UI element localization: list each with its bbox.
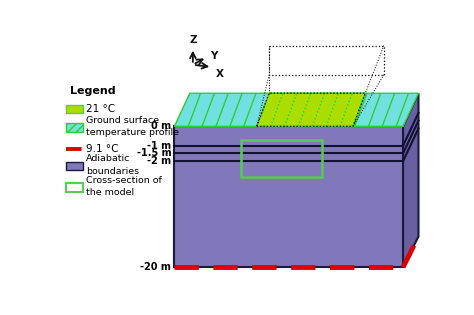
Text: -20 m: -20 m [140,262,171,272]
Text: 0 m: 0 m [151,121,171,131]
Text: -2 m: -2 m [147,156,171,166]
Text: 21 °C: 21 °C [86,104,115,114]
Text: Z: Z [189,35,197,45]
Bar [66,105,83,113]
Text: Adiabatic
boundaries: Adiabatic boundaries [86,154,139,175]
Bar [66,183,83,192]
Bar [66,123,83,132]
Text: X: X [216,69,224,79]
Text: Ground surface
temperature profile: Ground surface temperature profile [86,116,179,137]
Text: -1 m: -1 m [147,140,171,151]
Polygon shape [403,93,419,267]
Bar [241,140,322,177]
Text: Legend: Legend [71,86,116,96]
Polygon shape [174,126,403,267]
Text: 9.1 °C: 9.1 °C [86,144,118,154]
Text: Y: Y [210,51,217,61]
Text: -1.5 m: -1.5 m [137,148,171,158]
Bar [66,162,83,170]
Text: Cross-section of
the model: Cross-section of the model [86,176,162,197]
Polygon shape [257,93,365,126]
Polygon shape [174,93,419,126]
